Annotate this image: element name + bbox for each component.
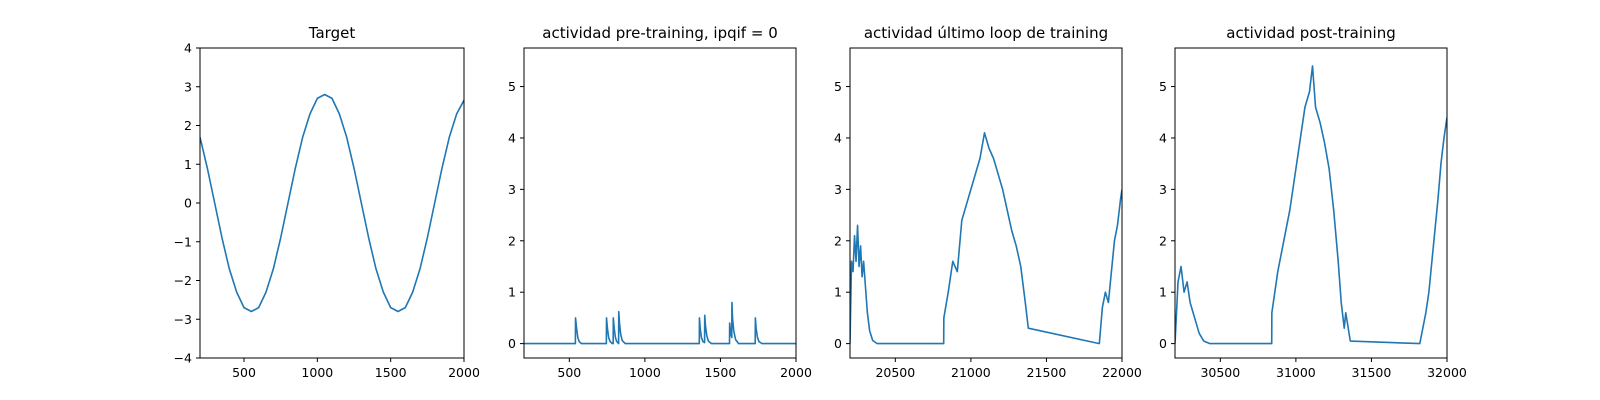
y-tick-label: 1 <box>1159 285 1167 300</box>
y-tick-label: 2 <box>1159 233 1167 248</box>
y-tick-label: −1 <box>174 234 192 249</box>
y-tick-label: 3 <box>184 79 192 94</box>
x-tick-label: 32000 <box>1427 365 1467 380</box>
x-tick-label: 31500 <box>1352 365 1392 380</box>
plot-frame <box>1174 47 1448 359</box>
y-tick-label: −3 <box>174 312 192 327</box>
series-line <box>524 301 796 345</box>
x-tick-label: 21000 <box>951 365 991 380</box>
series-line <box>850 132 1122 345</box>
subplot-title: actividad post-training <box>1226 24 1395 42</box>
y-tick-label: 5 <box>834 79 842 94</box>
x-tick-label: 30500 <box>1200 365 1240 380</box>
y-tick-label: 0 <box>184 196 192 211</box>
x-tick-label: 20500 <box>875 365 915 380</box>
x-tick-label: 500 <box>557 365 581 380</box>
y-tick-label: 5 <box>508 79 516 94</box>
y-tick-label: 1 <box>184 157 192 172</box>
y-tick-label: 0 <box>508 336 516 351</box>
subplot-title: actividad pre-training, ipqif = 0 <box>542 24 778 42</box>
x-tick-label: 22000 <box>1102 365 1142 380</box>
subplot-title: Target <box>308 24 356 42</box>
x-tick-label: 31000 <box>1276 365 1316 380</box>
subplot-1: Target 500 1000 1500 2000 −4 −3 −2 −1 0 1 2 3 4 <box>174 24 480 380</box>
y-tick-label: 2 <box>508 233 516 248</box>
plot-frame <box>523 47 797 359</box>
y-tick-label: 4 <box>184 41 192 56</box>
y-tick-label: 4 <box>834 130 842 145</box>
plot-frame <box>849 47 1123 359</box>
x-tick-label: 1500 <box>705 365 737 380</box>
x-tick-label: 1000 <box>301 365 333 380</box>
subplot-title: actividad último loop de training <box>864 24 1108 42</box>
y-tick-label: 1 <box>508 285 516 300</box>
y-tick-label: 5 <box>1159 79 1167 94</box>
y-tick-label: −4 <box>174 351 192 366</box>
subplot-2: actividad pre-training, ipqif = 0 500 1000… <box>508 24 812 380</box>
x-tick-label: 2000 <box>448 365 480 380</box>
y-tick-label: 0 <box>834 336 842 351</box>
x-tick-label: 2000 <box>780 365 812 380</box>
x-tick-label: 1500 <box>375 365 407 380</box>
y-tick-label: 2 <box>184 118 192 133</box>
y-tick-label: 4 <box>1159 130 1167 145</box>
series-line <box>1175 65 1447 345</box>
x-tick-label: 500 <box>232 365 256 380</box>
y-tick-label: 3 <box>508 182 516 197</box>
y-tick-label: 0 <box>1159 336 1167 351</box>
y-tick-label: −2 <box>174 273 192 288</box>
y-tick-label: 1 <box>834 285 842 300</box>
y-tick-label: 3 <box>834 182 842 197</box>
x-tick-label: 1000 <box>629 365 661 380</box>
plot-frame <box>199 47 465 359</box>
y-tick-label: 2 <box>834 233 842 248</box>
series-line <box>200 93 464 313</box>
x-tick-label: 21500 <box>1027 365 1067 380</box>
y-tick-label: 4 <box>508 130 516 145</box>
y-tick-label: 3 <box>1159 182 1167 197</box>
